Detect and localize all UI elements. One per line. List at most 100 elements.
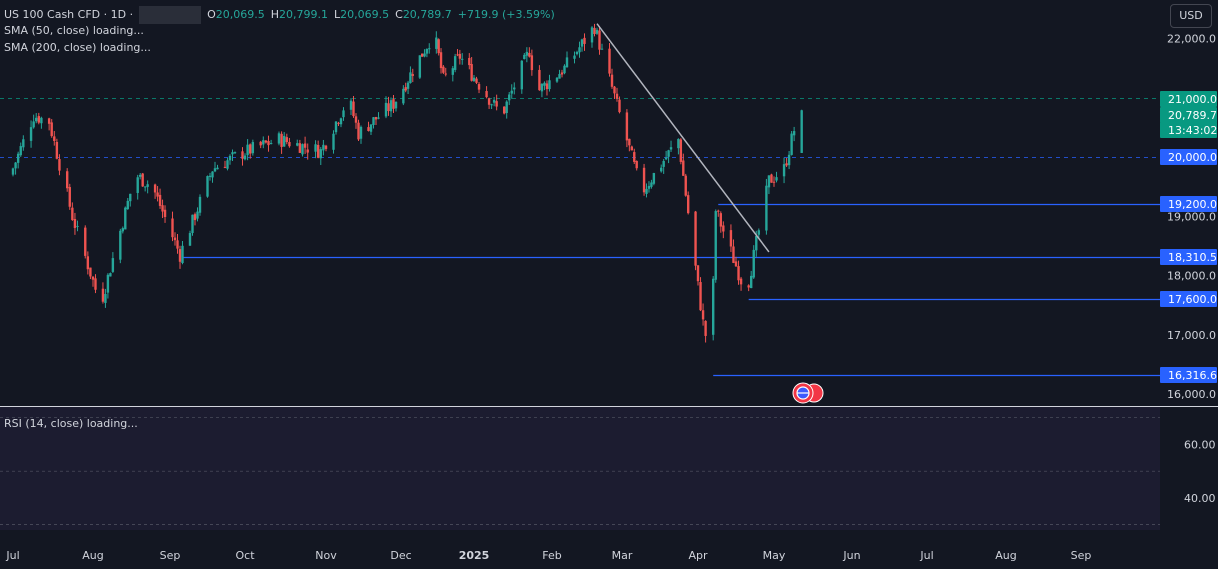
candle-body — [600, 48, 604, 50]
candle-body — [477, 84, 481, 90]
candle-body — [543, 82, 546, 86]
rsi-legend[interactable]: RSI (14, close) loading... — [4, 417, 138, 430]
candle-body — [732, 246, 735, 263]
candle-body — [231, 152, 234, 155]
candle-body — [50, 122, 53, 137]
price-tick-label: 16,000.0 — [1167, 388, 1216, 401]
candle-body — [775, 177, 778, 181]
candle-body — [677, 138, 680, 149]
candle-body — [359, 126, 363, 139]
candle-body — [765, 185, 768, 231]
currency-button[interactable]: USD — [1170, 4, 1212, 28]
candle-body — [538, 69, 541, 91]
candle-body — [525, 51, 529, 56]
candle-body — [451, 68, 455, 75]
candle-body — [610, 74, 614, 87]
candle-body — [409, 72, 412, 83]
candle-body — [772, 181, 776, 183]
candle-body — [89, 267, 92, 277]
high-key: H — [270, 8, 280, 21]
candle-body — [470, 64, 473, 81]
candle-body — [136, 177, 139, 193]
candle-body — [392, 99, 395, 109]
price-label-text: 21,000.0 — [1168, 93, 1217, 106]
time-tick-label: Sep — [160, 549, 181, 562]
candle-body — [719, 213, 722, 227]
candle-body — [267, 141, 270, 146]
candle-body — [785, 163, 788, 166]
candle-body — [334, 121, 338, 133]
time-tick-label: 2025 — [459, 549, 490, 562]
candle-body — [682, 160, 685, 176]
candle-body — [228, 155, 232, 161]
candle-body — [68, 187, 71, 207]
candle-body — [322, 144, 325, 151]
candle-body — [701, 310, 705, 320]
price-pane[interactable] — [0, 23, 1160, 377]
candle-body — [686, 195, 690, 214]
price-labels: 21,000.0 20,789.7 13:43:02 20,000.0 19,200.0… — [1160, 91, 1217, 383]
candle-body — [233, 152, 237, 154]
sma50-legend[interactable]: SMA (50, close) loading... — [4, 24, 144, 37]
candle-body — [158, 194, 162, 206]
candle-body — [213, 168, 217, 172]
candle-body — [508, 94, 511, 101]
time-axis[interactable]: Jul Aug Sep Oct Nov Dec 2025 Feb Mar Apr May Jun Jul… — [5, 549, 1091, 562]
candle-body — [91, 276, 95, 280]
candle-body — [418, 55, 422, 78]
candle-body — [11, 168, 15, 175]
candle-body — [269, 143, 273, 145]
candle-body — [146, 184, 149, 187]
candle-body — [540, 83, 544, 92]
price-label-box — [1160, 91, 1217, 107]
rsi-tick-label: 40.00 — [1184, 492, 1216, 505]
candle-body — [453, 56, 457, 70]
price-label-text: 17,600.0 — [1168, 293, 1217, 306]
candle-body — [181, 245, 184, 263]
price-axis[interactable]: 60.00 40.00 22,000.0 19,000.0 18,000.0 17,000… — [1167, 33, 1216, 505]
candle-body — [679, 139, 683, 162]
candle-body — [456, 54, 459, 56]
candle-body — [755, 235, 758, 251]
candle-body — [129, 193, 132, 202]
candle-body — [667, 150, 670, 157]
symbol-title[interactable]: US 100 Cash CFD · 1D · — [4, 8, 134, 21]
candle-body — [47, 118, 51, 124]
candle-body — [495, 101, 498, 107]
rsi-background — [0, 407, 1160, 530]
candle-body — [86, 256, 90, 270]
price-label-text: 19,200.0 — [1168, 198, 1217, 211]
candle-body — [249, 144, 252, 154]
candle-body — [505, 101, 508, 113]
candle-body — [352, 101, 355, 117]
candle-body — [111, 258, 115, 272]
low-key: L — [334, 8, 341, 21]
candle-body — [800, 110, 803, 153]
candle-body — [573, 55, 576, 59]
rsi-pane[interactable] — [0, 407, 1160, 530]
candle-body — [428, 48, 431, 50]
price-tick-label: 18,000.0 — [1167, 270, 1216, 283]
candle-body — [71, 207, 74, 220]
sma200-legend[interactable]: SMA (200, close) loading... — [4, 41, 151, 54]
candle-body — [747, 285, 750, 288]
candle-body — [141, 173, 144, 187]
high-value: 20,799.1 — [279, 8, 328, 21]
time-tick-label: Feb — [542, 549, 561, 562]
candle-body — [161, 205, 164, 212]
candle-body — [126, 200, 129, 210]
candle-body — [367, 127, 370, 132]
time-tick-label: Mar — [612, 549, 633, 562]
candle-body — [124, 207, 127, 230]
us-flag-event-icon[interactable] — [792, 382, 824, 404]
candle-body — [787, 154, 791, 166]
time-tick-label: Oct — [235, 549, 255, 562]
symbol-legend[interactable]: US 100 Cash CFD · 1D · O 20,069.5 H 20,7… — [4, 6, 561, 24]
candle-body — [565, 57, 569, 68]
rsi-tick-label: 60.00 — [1184, 438, 1216, 451]
candle-body — [53, 136, 56, 141]
candle-body — [468, 57, 471, 66]
candle-body — [528, 52, 531, 57]
candle-body — [377, 117, 380, 119]
